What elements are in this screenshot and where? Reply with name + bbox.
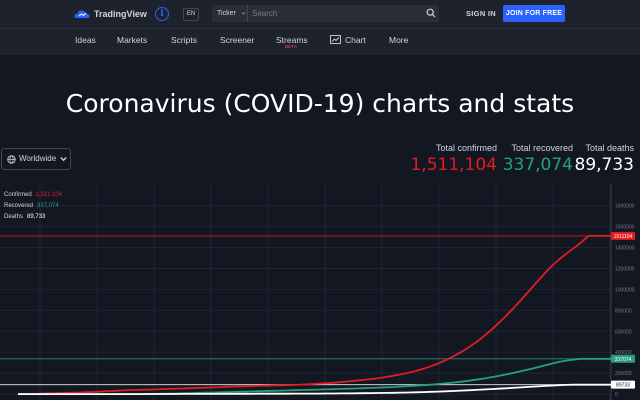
legend-item-recovered: Recovered 337,074 — [4, 201, 62, 212]
globe-icon — [7, 155, 16, 164]
legend-name: Recovered — [4, 203, 34, 209]
price-tag-label: 89733 — [616, 383, 630, 389]
price-tag-deaths: 89733 — [611, 380, 635, 389]
main-nav — [0, 28, 640, 55]
legend-item-deaths: Deaths 89,733 — [4, 212, 62, 223]
y-tick-label: 1000000 — [615, 287, 635, 293]
stat-label: Total deaths — [585, 143, 634, 153]
tradingview-logo[interactable]: TradingView — [74, 7, 147, 21]
y-tick-label: 1600000 — [615, 225, 635, 231]
chevron-down-icon: ⌄ — [241, 10, 247, 16]
nav-screener[interactable]: Screener — [220, 35, 255, 45]
stat-recovered: Total recovered 337,074 — [503, 143, 573, 175]
join-for-free-button[interactable]: JOIN FOR FREE — [503, 5, 565, 22]
region-label: Worldwide — [19, 154, 57, 163]
sign-in-button[interactable]: SIGN IN — [466, 9, 497, 18]
region-select[interactable]: Worldwide — [1, 148, 71, 170]
stat-value: 337,074 — [502, 155, 573, 175]
y-tick-label: 1800000 — [615, 204, 635, 210]
price-tag-bg — [611, 380, 635, 389]
legend-item-confirmed: Confirmed 1,511,104 — [4, 190, 62, 201]
y-tick-label: 0 — [615, 392, 618, 398]
series-line-deaths — [18, 383, 611, 396]
legend-value: 1,511,104 — [35, 192, 62, 198]
y-tick-label: 1400000 — [615, 246, 635, 252]
nav-markets[interactable]: Markets — [117, 35, 148, 45]
legend-name: Confirmed — [4, 192, 32, 198]
y-tick-label: 1200000 — [615, 266, 635, 272]
stat-deaths: Total deaths 89,733 — [575, 143, 634, 175]
stat-label: Total confirmed — [435, 143, 497, 153]
legend-value: 89,733 — [27, 214, 46, 220]
chart-icon — [330, 35, 341, 44]
ticker-dropdown[interactable]: Ticker — [212, 5, 248, 22]
top-header: TradingView i EN Ticker ⌄ SIGN IN JOIN F… — [0, 0, 640, 28]
legend-name: Deaths — [4, 214, 24, 220]
beta-badge: BETA — [285, 44, 298, 49]
stat-value: 89,733 — [574, 155, 634, 175]
nav-scripts[interactable]: Scripts — [171, 35, 197, 45]
covid-line-chart[interactable]: 0 200000 400000 600000 800000 1000000 1200000 1… — [0, 184, 640, 400]
y-tick-label: 600000 — [615, 329, 632, 335]
price-tag-bg — [611, 231, 635, 240]
nav-ideas[interactable]: Ideas — [75, 35, 96, 45]
stat-value: 1,511,104 — [410, 155, 497, 175]
y-tick-label: 200000 — [615, 371, 632, 377]
nav-streams[interactable]: Streams — [276, 35, 308, 45]
chevron-down-icon — [60, 157, 67, 162]
price-tag-label: 1511104 — [614, 234, 633, 240]
chart-legend: Confirmed 1,511,104 Recovered 337,074 De… — [4, 190, 62, 223]
chart-background — [0, 184, 640, 400]
cloud-icon — [74, 10, 90, 18]
info-icon[interactable]: i — [155, 7, 169, 21]
price-tag-bg — [611, 354, 635, 363]
price-tag-label: 337074 — [615, 357, 632, 363]
language-button[interactable]: EN — [183, 8, 199, 21]
stat-label: Total recovered — [511, 143, 573, 153]
ticker-label: Ticker — [217, 10, 236, 17]
y-tick-label: 800000 — [615, 308, 632, 314]
nav-more[interactable]: More — [389, 35, 409, 45]
stat-confirmed: Total confirmed 1,511,104 — [410, 143, 497, 175]
search-input[interactable] — [252, 7, 422, 20]
y-tick-label: 400000 — [615, 350, 632, 356]
nav-chart[interactable]: Chart — [345, 35, 366, 45]
search-icon[interactable] — [426, 8, 436, 18]
search-bar: Ticker ⌄ — [212, 5, 439, 22]
logo-text: TradingView — [94, 9, 147, 19]
price-tag-recovered: 337074 — [611, 354, 635, 363]
page-title: Coronavirus (COVID-19) charts and stats — [65, 89, 575, 118]
legend-value: 337,074 — [37, 203, 59, 209]
price-tag-confirmed: 1511104 — [611, 231, 635, 240]
series-line-confirmed — [17, 235, 611, 395]
